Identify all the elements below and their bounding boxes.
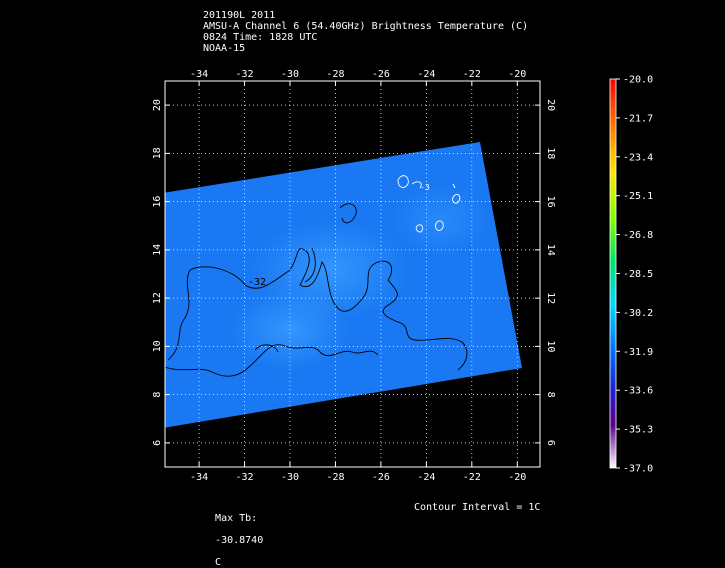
contour-interval: Contour Interval = 1C — [414, 502, 541, 513]
lon-label-top: -32 — [236, 69, 254, 80]
lat-label-right: 14 — [545, 244, 556, 256]
lat-label-left: 18 — [152, 147, 163, 159]
contour-line — [415, 224, 424, 233]
contour-line — [339, 203, 357, 224]
max-tb-value: -30.8740 — [215, 535, 264, 546]
lat-label-right: 12 — [545, 292, 556, 304]
max-tb-unit: C — [215, 557, 222, 568]
lon-label-bottom: -20 — [508, 472, 526, 483]
contour-line — [452, 193, 461, 204]
contour-line — [452, 183, 456, 189]
lat-label-left: 14 — [152, 244, 163, 256]
colorbar-label: -23.4 — [623, 152, 653, 163]
contour-label-white: -3 — [420, 183, 430, 192]
colorbar-label: -31.9 — [623, 347, 653, 358]
lon-label-bottom: -34 — [190, 472, 208, 483]
axis-ticks — [165, 81, 540, 467]
header-time: 0824 Time: 1828 UTC — [203, 32, 318, 43]
colorbar-label: -33.6 — [623, 386, 653, 397]
colorbar-label: -37.0 — [623, 464, 653, 475]
contour-line — [165, 344, 379, 377]
colorbar-label: -20.0 — [623, 75, 653, 86]
lon-label-top: -20 — [508, 69, 526, 80]
axis-labels: -34 -34 -32 -32 -30 -30 -28 -28 -26 -26 -24 -24 -22 -… — [152, 69, 556, 483]
lat-label-right: 16 — [545, 196, 556, 208]
lat-label-left: 10 — [152, 340, 163, 352]
max-tb-label: Max Tb: — [215, 513, 258, 524]
header-title: 201190L 2011 — [203, 10, 276, 21]
colorbar-label: -28.5 — [623, 269, 653, 280]
lon-label-top: -34 — [190, 69, 208, 80]
brightness-swath: -3 -32 — [165, 142, 522, 428]
colorbar-label: -25.1 — [623, 191, 653, 202]
contour-line — [254, 344, 279, 353]
max-tb: Max Tb: -30.8740 C — [203, 502, 263, 568]
lat-label-right: 10 — [545, 340, 556, 352]
lon-label-bottom: -32 — [236, 472, 254, 483]
lat-label-right: 20 — [545, 99, 556, 111]
lon-label-bottom: -22 — [463, 472, 481, 483]
contour-line — [304, 247, 316, 283]
lon-label-top: -26 — [372, 69, 390, 80]
lon-label-top: -28 — [326, 69, 344, 80]
colorbar — [609, 78, 617, 469]
lon-label-top: -22 — [463, 69, 481, 80]
colorbar-label: -21.7 — [623, 113, 653, 124]
lat-label-right: 18 — [545, 147, 556, 159]
colorbar-label: -30.2 — [623, 308, 653, 319]
header-product: AMSU-A Channel 6 (54.40GHz) Brightness T… — [203, 21, 529, 32]
contour-line — [397, 175, 409, 188]
contour-lines — [165, 203, 468, 377]
lon-label-bottom: -24 — [417, 472, 435, 483]
lat-label-left: 16 — [152, 196, 163, 208]
lat-label-left: 6 — [152, 440, 163, 446]
lon-label-bottom: -28 — [326, 472, 344, 483]
contour-line — [435, 220, 444, 231]
map-grid — [165, 81, 540, 467]
contour-line — [167, 248, 468, 371]
lon-label-top: -24 — [417, 69, 435, 80]
colorbar-labels: -20.0 -21.7 -23.4 -25.1 -26.8 -28.5 -30.2 -31.9… — [616, 75, 653, 475]
lat-label-left: 20 — [152, 99, 163, 111]
lon-label-bottom: -26 — [372, 472, 390, 483]
lon-label-top: -30 — [281, 69, 299, 80]
swath-warm-patch — [390, 185, 490, 255]
header-satellite: NOAA-15 — [203, 43, 246, 54]
contour-label: -32 — [248, 277, 266, 288]
lon-label-bottom: -30 — [281, 472, 299, 483]
map-figure: -3 -32 -34 -34 -32 -32 -30 -30 -28 -28 -26 -26 -24… — [152, 69, 653, 483]
colorbar-label: -35.3 — [623, 425, 653, 436]
contour-lines-white — [397, 175, 461, 233]
colorbar-label: -26.8 — [623, 230, 653, 241]
lat-label-left: 12 — [152, 292, 163, 304]
header: 201190L 2011 AMSU-A Channel 6 (54.40GHz)… — [203, 10, 528, 54]
lat-label-left: 8 — [152, 392, 163, 398]
lat-label-right: 8 — [545, 392, 556, 398]
lat-label-right: 6 — [545, 440, 556, 446]
contour-line — [411, 181, 422, 189]
map-frame — [164, 80, 541, 468]
